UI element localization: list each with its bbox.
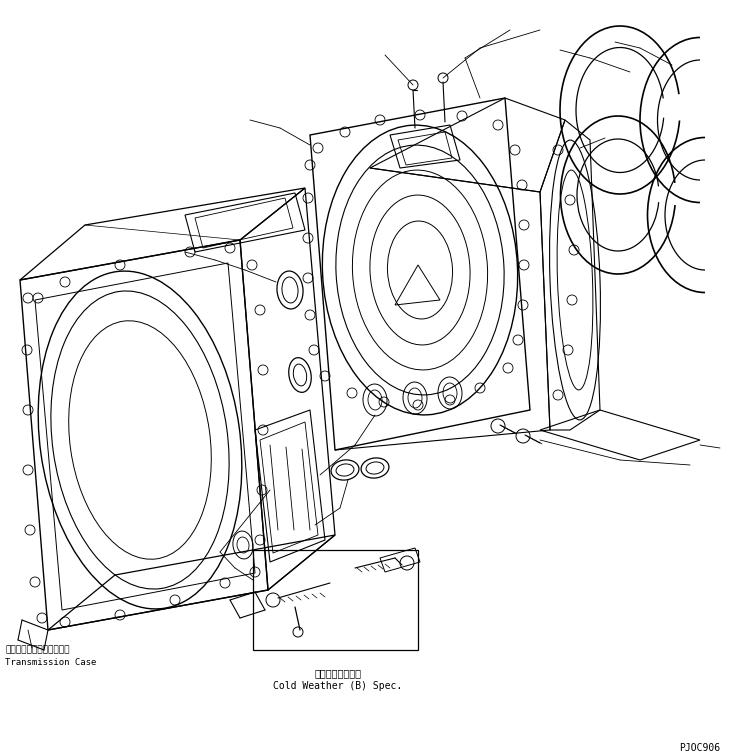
Text: Transmission Case: Transmission Case	[5, 658, 96, 667]
Text: 寒冷地（Ｂ）仕様: 寒冷地（Ｂ）仕様	[314, 668, 362, 678]
Text: PJOC906: PJOC906	[679, 743, 720, 753]
Bar	[253, 550, 418, 650]
Text: Cold Weather (B) Spec.: Cold Weather (B) Spec.	[273, 681, 403, 691]
Text: トランスミッションケース: トランスミッションケース	[5, 645, 69, 654]
